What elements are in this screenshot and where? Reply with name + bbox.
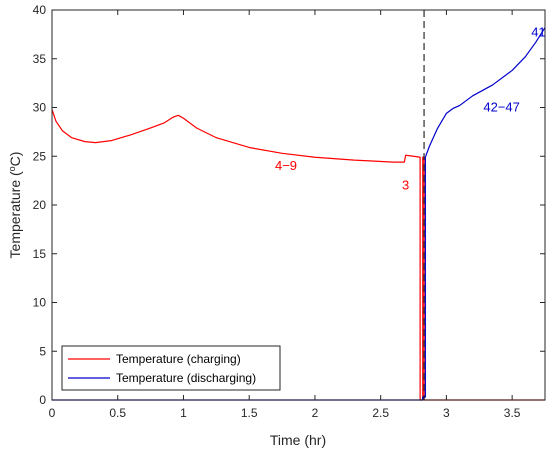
legend-label-discharging: Temperature (discharging) <box>116 371 256 385</box>
plot-frame <box>51 9 546 401</box>
annotations-layer: 4−9 3 41 42−47 <box>275 24 546 192</box>
x-tick-label: 2 <box>312 406 319 420</box>
y-tick-label: 0 <box>39 393 46 407</box>
x-tick-label: 3.5 <box>504 406 521 420</box>
y-axis-label: Temperature (oC) <box>7 152 23 259</box>
y-tick-label: 20 <box>33 198 47 212</box>
x-axis-label: Time (hr) <box>270 432 326 448</box>
legend: Temperature (charging) Temperature (disc… <box>61 345 281 391</box>
x-tick-label: 3 <box>443 406 450 420</box>
y-tick-label: 15 <box>33 247 47 261</box>
plot-area <box>52 10 545 400</box>
annotation-label: 41 <box>531 24 545 39</box>
annotation-label: 42−47 <box>483 99 520 114</box>
annotation-label: 4−9 <box>275 158 297 173</box>
x-tick-label: 0.5 <box>109 406 126 420</box>
ticks-layer: 0 0.5 1 1.5 2 2.5 3 3.5 0 5 10 15 20 25 30 35 40 <box>33 3 545 420</box>
annotation-label: 3 <box>402 177 409 192</box>
y-tick-label: 30 <box>33 101 47 115</box>
x-tick-label: 2.5 <box>372 406 389 420</box>
y-tick-label: 10 <box>33 296 47 310</box>
x-tick-label: 1.5 <box>241 406 258 420</box>
x-tick-label: 0 <box>49 406 56 420</box>
y-tick-label: 25 <box>33 149 47 163</box>
y-tick-label: 5 <box>39 344 46 358</box>
y-tick-label: 35 <box>33 52 47 66</box>
legend-label-charging: Temperature (charging) <box>116 352 241 366</box>
x-tick-label: 1 <box>180 406 187 420</box>
y-tick-label: 40 <box>33 3 47 17</box>
legend-box <box>61 345 281 391</box>
